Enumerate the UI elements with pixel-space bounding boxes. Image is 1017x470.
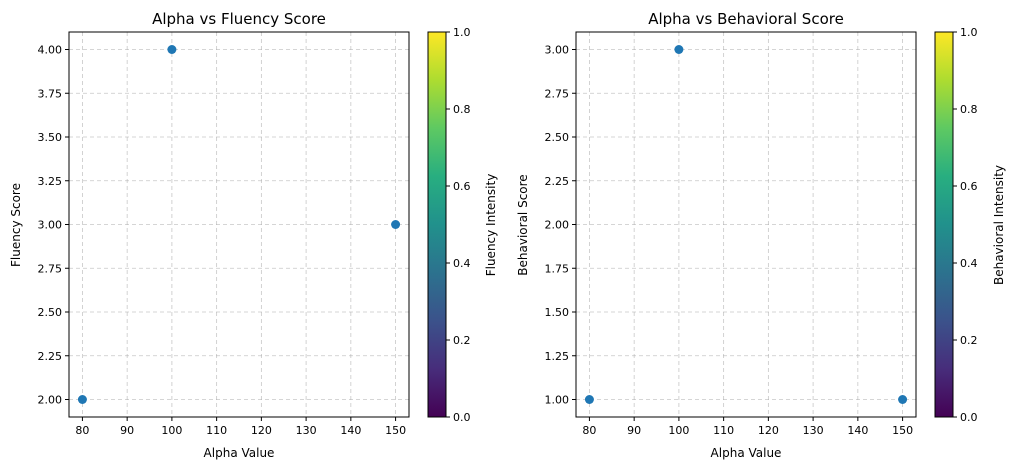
y-axis-label: Fluency Score <box>9 183 23 267</box>
x-tick-label: 110 <box>206 424 227 437</box>
x-tick-label: 120 <box>758 424 779 437</box>
colorbar: 0.0 0.2 0.4 0.6 0.8 1.0 Behavioral Intensity <box>934 26 1006 424</box>
x-tick-label: 150 <box>892 424 913 437</box>
colorbar-label: Behavioral Intensity <box>992 165 1006 285</box>
colorbar-tick-label: 0.6 <box>453 180 471 193</box>
data-point <box>674 45 684 54</box>
colorbar-gradient <box>427 31 447 418</box>
y-tick-label: 1.25 <box>545 350 570 363</box>
colorbar-tick-label: 1.0 <box>453 26 471 39</box>
colorbar: 0.0 0.2 0.4 0.6 0.8 1.0 Fluency Intensity <box>427 26 498 424</box>
y-tick-label: 2.00 <box>545 219 570 232</box>
colorbar-tick-label: 0.6 <box>960 180 978 193</box>
x-axis-label: Alpha Value <box>711 446 782 460</box>
data-point <box>77 395 87 404</box>
x-tick-label: 100 <box>161 424 182 437</box>
colorbar-ticks: 0.0 0.2 0.4 0.6 0.8 1.0 <box>953 26 978 424</box>
colorbar-label: Fluency Intensity <box>484 174 498 277</box>
x-tick-label: 80 <box>582 424 596 437</box>
y-tick-label: 3.00 <box>545 44 570 57</box>
x-tick-label: 80 <box>75 424 89 437</box>
grid-lines <box>576 32 916 417</box>
y-tick-label: 2.50 <box>38 306 63 319</box>
x-tick-label: 130 <box>296 424 317 437</box>
colorbar-tick-label: 0.4 <box>960 257 978 270</box>
colorbar-tick-label: 0.8 <box>960 103 978 116</box>
data-point <box>584 395 594 404</box>
y-axis: 1.00 1.25 1.50 1.75 2.00 2.25 2.50 2.75 3.00 <box>545 44 576 407</box>
x-axis: 80 90 100 110 120 130 140 150 <box>582 417 913 437</box>
colorbar-tick-label: 0.2 <box>453 334 471 347</box>
colorbar-tick-label: 1.0 <box>960 26 978 39</box>
y-tick-label: 3.50 <box>38 131 63 144</box>
chart-title: Alpha vs Fluency Score <box>152 10 326 28</box>
x-tick-label: 90 <box>120 424 134 437</box>
colorbar-ticks: 0.0 0.2 0.4 0.6 0.8 1.0 <box>446 26 471 424</box>
y-tick-label: 2.75 <box>38 262 63 275</box>
data-point <box>898 395 908 404</box>
colorbar-tick-label: 0.4 <box>453 257 471 270</box>
y-tick-label: 2.75 <box>545 87 570 100</box>
x-tick-label: 140 <box>340 424 361 437</box>
x-tick-label: 150 <box>385 424 406 437</box>
chart-title: Alpha vs Behavioral Score <box>648 10 844 28</box>
colorbar-tick-label: 0.0 <box>453 411 471 424</box>
points <box>584 45 908 404</box>
colorbar-tick-label: 0.0 <box>960 411 978 424</box>
y-tick-label: 2.25 <box>545 175 570 188</box>
y-tick-label: 1.75 <box>545 262 570 275</box>
y-tick-label: 2.25 <box>38 350 63 363</box>
y-axis: 2.00 2.25 2.50 2.75 3.00 3.25 3.50 3.75 4.00 <box>38 44 69 407</box>
y-tick-label: 1.50 <box>545 306 570 319</box>
y-tick-label: 3.00 <box>38 219 63 232</box>
y-tick-label: 3.75 <box>38 87 63 100</box>
x-tick-label: 100 <box>668 424 689 437</box>
x-tick-label: 120 <box>251 424 272 437</box>
data-point <box>391 220 401 229</box>
y-tick-label: 3.25 <box>38 175 63 188</box>
chart-panel-fluency: Alpha vs Fluency Score 80 90 100 110 120 130 1… <box>9 10 498 460</box>
x-tick-label: 110 <box>713 424 734 437</box>
x-tick-label: 90 <box>627 424 641 437</box>
y-tick-label: 2.00 <box>38 394 63 407</box>
y-tick-label: 4.00 <box>38 44 63 57</box>
x-axis-label: Alpha Value <box>204 446 275 460</box>
y-tick-label: 2.50 <box>545 131 570 144</box>
x-tick-label: 130 <box>803 424 824 437</box>
points <box>77 45 401 404</box>
chart-panel-behavioral: Alpha vs Behavioral Score 80 90 100 110 120 1… <box>516 10 1006 460</box>
data-point <box>167 45 177 54</box>
colorbar-tick-label: 0.8 <box>453 103 471 116</box>
colorbar-tick-label: 0.2 <box>960 334 978 347</box>
colorbar-gradient <box>934 31 954 418</box>
x-tick-label: 140 <box>847 424 868 437</box>
y-tick-label: 1.00 <box>545 394 570 407</box>
x-axis: 80 90 100 110 120 130 140 150 <box>75 417 406 437</box>
grid-lines <box>69 32 409 417</box>
y-axis-label: Behavioral Score <box>516 174 530 275</box>
